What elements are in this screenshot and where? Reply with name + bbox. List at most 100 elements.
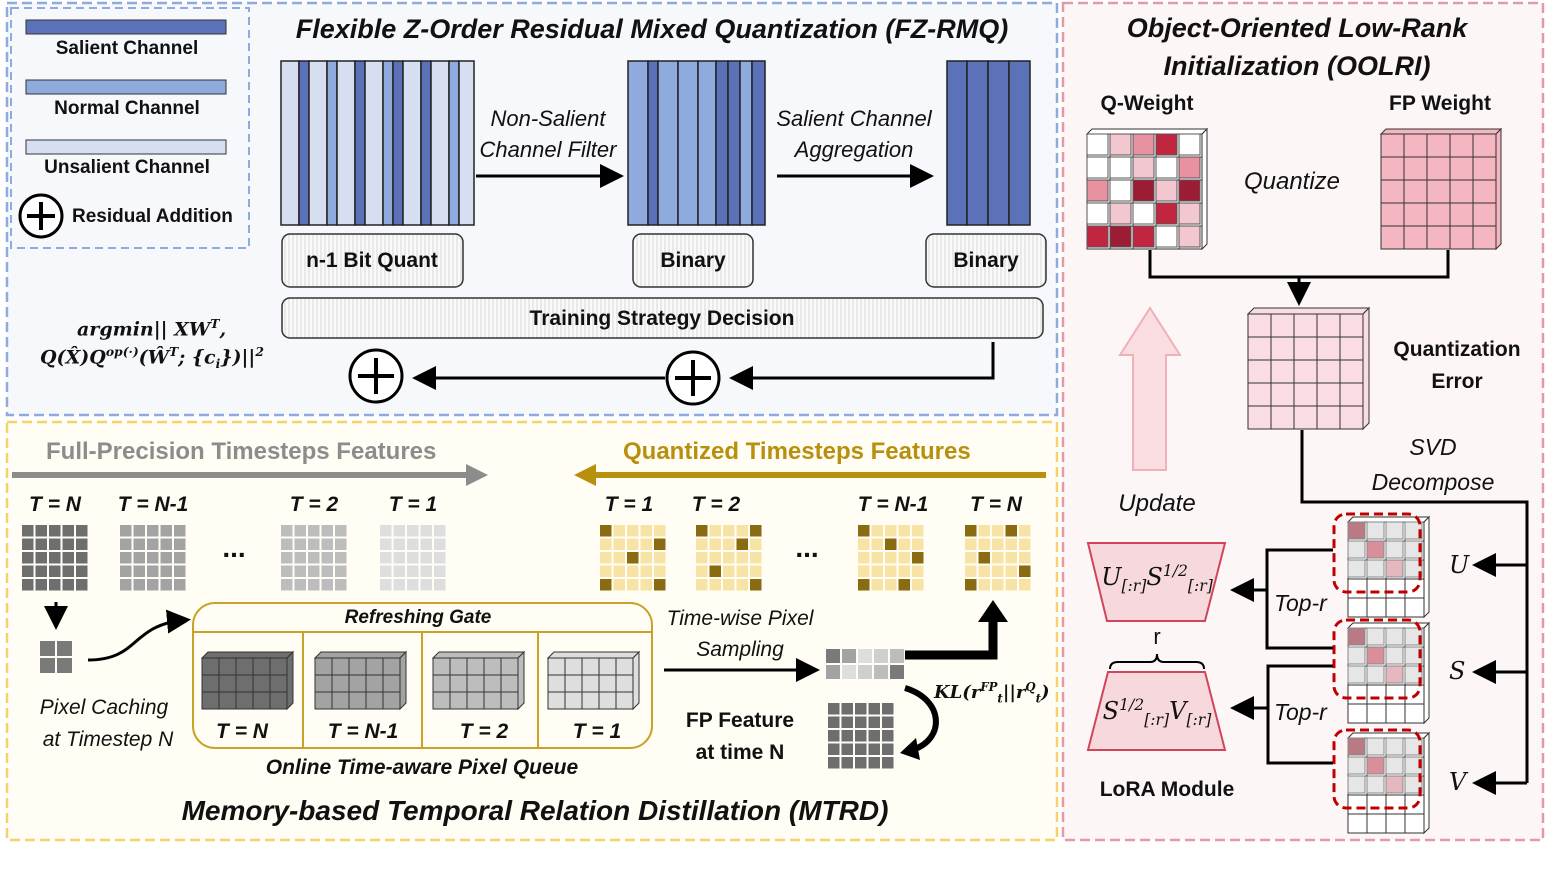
cube-cell: [432, 691, 451, 710]
grid-cell: [62, 525, 74, 537]
lora-b-trapezoid: [1086, 671, 1227, 751]
grid-cell: [640, 565, 652, 577]
grid-cell: [841, 703, 853, 715]
cube-cell: [314, 657, 333, 676]
to-quantized-arrow: [905, 620, 998, 660]
fp-feature-label: FP Feature: [685, 709, 795, 732]
channel-stripe: [677, 60, 699, 226]
channel-stripe: [336, 60, 356, 226]
grid-cell: [858, 538, 870, 550]
cube-cell: [1385, 578, 1406, 599]
channel-stripe: [402, 60, 422, 226]
cube-cell: [348, 657, 367, 676]
top-r-selection-box: [1332, 512, 1422, 594]
formula-part: Q(X̂)Q: [40, 346, 106, 369]
grid-cell: [613, 579, 625, 591]
grid-cell: [120, 538, 132, 550]
grid-cell: [1366, 775, 1385, 794]
grid-cell: [393, 538, 405, 550]
channel-stripe: [697, 60, 717, 226]
grid-cell: [160, 579, 172, 591]
cache-to-queue-arrow: [87, 609, 191, 662]
grid-cell: [696, 565, 708, 577]
grid-cell: [828, 757, 840, 769]
cube-cell: [1366, 703, 1387, 724]
grid-cell: [841, 716, 853, 728]
grid-cell: [294, 525, 306, 537]
grid-cell: [858, 665, 872, 679]
grid-cell: [35, 552, 47, 564]
grid-cell: [855, 743, 867, 755]
cube-cell: [252, 657, 271, 676]
grid-cell: [871, 538, 883, 550]
grid-cell: [1347, 756, 1366, 775]
grid-cell: [627, 552, 639, 564]
grid-cell: [133, 525, 145, 537]
legend-unsalient-swatch: [25, 139, 227, 155]
grid-cell: [1404, 646, 1423, 665]
cube-cell: [269, 691, 288, 710]
grid-cell: [1019, 525, 1031, 537]
formula-part: op(·): [105, 344, 139, 359]
cube-cell: [1339, 405, 1364, 430]
fp-feature-map: [22, 525, 88, 591]
cube-cell: [500, 674, 519, 693]
sampled-pixels: [826, 649, 904, 679]
grid-cell: [308, 525, 320, 537]
grid-cell: [965, 579, 977, 591]
grid-cell: [640, 538, 652, 550]
fp-feature-map: [281, 525, 347, 591]
grid-cell: [393, 525, 405, 537]
grid-cell: [35, 565, 47, 577]
grid-cell: [858, 579, 870, 591]
formula-part: [:r]: [1186, 710, 1212, 729]
cube-cell: [1403, 133, 1428, 158]
grid-cell: [147, 565, 159, 577]
queue-feature-cube: [431, 650, 526, 711]
grid-cell: [709, 579, 721, 591]
grid-cell: [912, 525, 924, 537]
cube-cell: [365, 657, 384, 676]
grid-cell: [281, 579, 293, 591]
channel-stripe: [715, 60, 729, 226]
grid-cell: [407, 579, 419, 591]
cube-cell: [500, 657, 519, 676]
cube-cell: [1339, 336, 1364, 361]
sampling-label: Sampling: [696, 638, 784, 661]
formula-part: ; {c: [178, 346, 216, 369]
mixed-channel-block: [280, 60, 475, 226]
cube-cell: [1316, 313, 1341, 338]
grid-cell: [76, 552, 88, 564]
grid-cell: [434, 552, 446, 564]
salient-channel-block: [946, 60, 1031, 226]
grid-cell: [1086, 133, 1109, 156]
grid-cell: [882, 716, 894, 728]
aggregation-label: Salient Channel: [776, 106, 932, 131]
cube-cell: [218, 657, 237, 676]
grid-cell: [1366, 646, 1385, 665]
grid-cell: [992, 552, 1004, 564]
grid-cell: [407, 565, 419, 577]
channel-stripe: [458, 60, 475, 226]
quantized-feature-map: [858, 525, 924, 591]
grid-cell: [828, 730, 840, 742]
formula-part: argmin|| XW: [77, 318, 211, 341]
cube-side: [1423, 731, 1430, 835]
cube-cell: [269, 674, 288, 693]
grid-cell: [882, 703, 894, 715]
grid-cell: [978, 565, 990, 577]
binary-label-2: Binary: [953, 249, 1019, 272]
grid-cell: [1178, 225, 1201, 248]
grid-cell: [62, 565, 74, 577]
channel-stripe: [1008, 60, 1031, 226]
fp-feature-map: [120, 525, 186, 591]
formula-part: S: [1102, 697, 1120, 725]
grid-cell: [294, 579, 306, 591]
fzrmq-title: Flexible Z-Order Residual Mixed Quantiza…: [295, 14, 1009, 44]
grid-cell: [842, 649, 856, 663]
grid-cell: [912, 565, 924, 577]
grid-cell: [147, 525, 159, 537]
grid-cell: [978, 538, 990, 550]
grid-cell: [736, 525, 748, 537]
grid-cell: [627, 565, 639, 577]
